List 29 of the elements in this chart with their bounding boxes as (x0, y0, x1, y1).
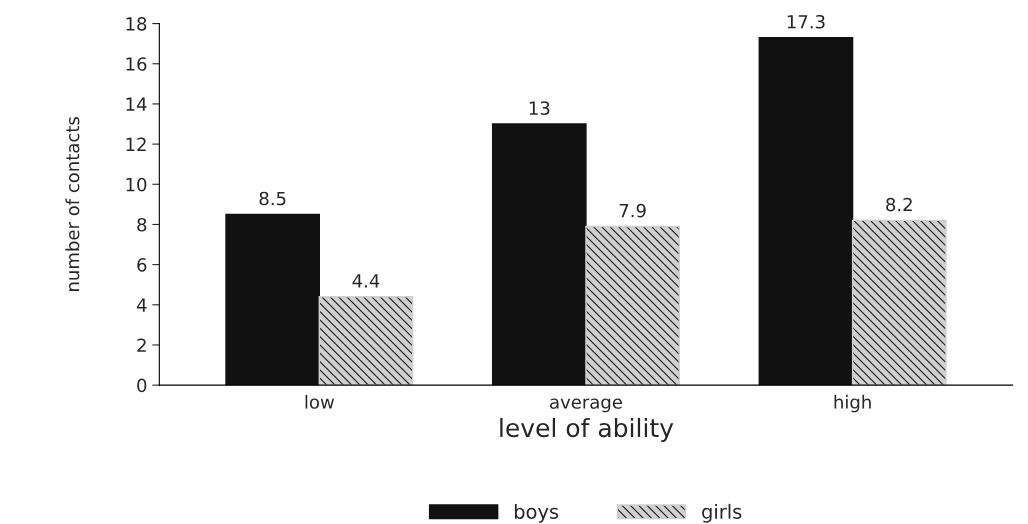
y-tick-label: 8 (137, 217, 147, 232)
data-label: 8.5 (259, 191, 286, 206)
bar (585, 225, 680, 386)
y-tick-label: 2 (137, 338, 146, 352)
bar (491, 123, 587, 386)
bar (851, 219, 947, 386)
bar (318, 296, 414, 386)
y-tick-label: 14 (126, 97, 147, 111)
y-tick-label: 16 (126, 57, 147, 71)
x-tick-label: high (834, 394, 871, 413)
y-tick-label: 10 (126, 177, 147, 192)
data-label: 17.3 (787, 14, 825, 29)
y-tick-label: 4 (136, 298, 147, 312)
y-tick-label: 18 (126, 17, 147, 31)
data-label: 13 (529, 101, 550, 115)
data-label: 4.4 (352, 274, 380, 288)
legend-label: boys (514, 503, 559, 523)
data-label: 8.2 (886, 197, 912, 212)
x-tick-label: average (550, 398, 622, 413)
legend-label: girls (702, 503, 742, 523)
y-tick-label: 12 (126, 137, 146, 151)
y-axis-title: number of contacts (65, 117, 80, 291)
x-axis-title: level of ability (500, 417, 674, 443)
y-tick-label: 0 (137, 378, 147, 393)
data-label: 7.9 (619, 203, 646, 218)
y-tick-label: 6 (137, 258, 147, 272)
bar (225, 213, 321, 386)
bar (758, 36, 854, 386)
x-tick-label: low (305, 394, 334, 409)
